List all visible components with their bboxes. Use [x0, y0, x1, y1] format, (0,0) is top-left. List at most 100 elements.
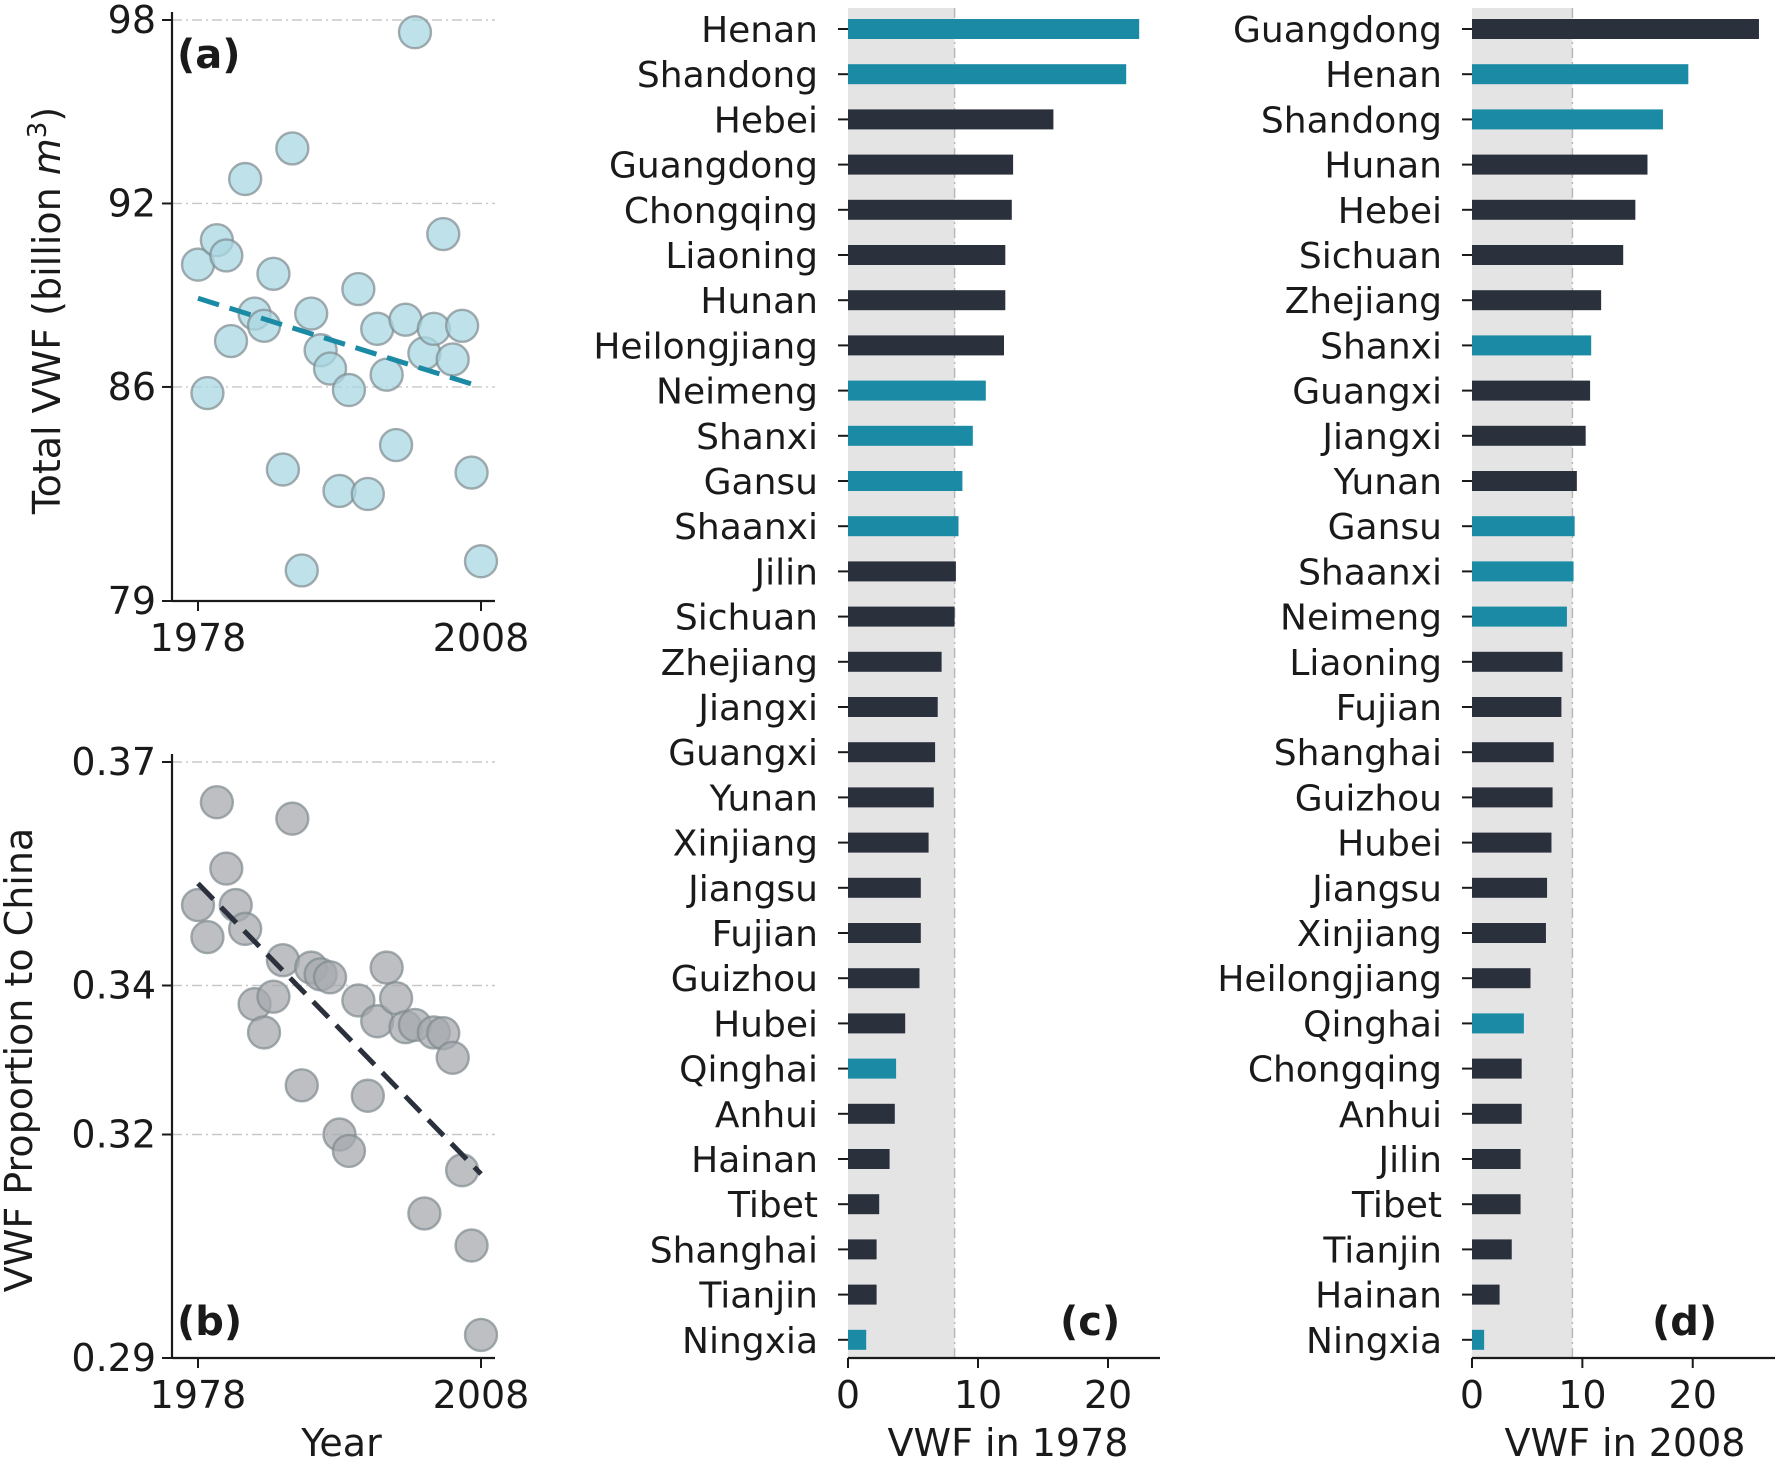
bar [848, 1013, 906, 1034]
bar [1472, 109, 1663, 130]
data-point [190, 919, 225, 955]
data-point [444, 1153, 480, 1188]
bar [848, 1103, 895, 1124]
category-label: Hubei [713, 1004, 818, 1045]
category-label: Tianjin [1322, 1230, 1442, 1271]
bar [1472, 968, 1531, 989]
bar [1472, 1013, 1524, 1034]
bar [848, 380, 986, 401]
x-axis-title: VWF in 2008 [1505, 1421, 1746, 1465]
data-point [331, 372, 367, 408]
panel-label: (a) [177, 32, 241, 78]
bar [848, 19, 1140, 39]
category-label: Jiangsu [686, 869, 818, 910]
bar [848, 877, 921, 898]
data-point [275, 131, 310, 166]
category-label: Qinghai [679, 1050, 818, 1091]
bar [848, 1194, 880, 1215]
category-label: Ningxia [1306, 1321, 1442, 1362]
category-label: Hunan [700, 281, 818, 322]
x-axis-title: Year [300, 1421, 382, 1465]
category-label: Tibet [727, 1185, 818, 1226]
data-point [275, 801, 310, 836]
panel-label: (d) [1652, 1299, 1717, 1345]
data-point [284, 1068, 319, 1103]
data-point [463, 1317, 499, 1353]
category-label: Heilongjiang [593, 326, 818, 367]
category-label: Shanxi [1320, 326, 1442, 367]
bar [848, 742, 936, 763]
y-tick-label: 0.37 [71, 740, 156, 784]
y-axis-title-part: 3 [23, 122, 53, 139]
bar [1472, 64, 1689, 85]
y-axis-title: VWF Proportion to China [0, 828, 41, 1292]
category-label: Hebei [714, 100, 818, 141]
bar [1472, 1329, 1485, 1350]
data-point [341, 271, 376, 307]
bar [1472, 787, 1553, 808]
bar [1472, 923, 1546, 943]
data-point [312, 351, 348, 386]
data-point [246, 308, 282, 343]
data-point [331, 1133, 367, 1169]
bar [848, 154, 1014, 175]
bar [1472, 380, 1591, 401]
category-label: Xinjiang [673, 824, 818, 865]
y-tick-label: 0.32 [71, 1113, 156, 1157]
data-point [190, 375, 225, 411]
bar [848, 923, 921, 943]
bar [1472, 1058, 1522, 1079]
category-label: Shaanxi [674, 507, 818, 548]
data-point [246, 1015, 282, 1050]
category-label: Xinjiang [1297, 914, 1442, 955]
category-label: Hubei [1337, 824, 1442, 865]
category-label: Tianjin [698, 1276, 818, 1317]
category-label: Chongqing [624, 191, 818, 232]
x-tick-label: 2008 [433, 616, 530, 660]
bar [1472, 1284, 1500, 1305]
data-point [388, 302, 423, 337]
bar [848, 335, 1004, 356]
bar [1472, 877, 1548, 898]
panel-label: (b) [177, 1299, 242, 1345]
bar [1472, 697, 1562, 717]
bar [1472, 335, 1592, 356]
data-point [454, 1228, 489, 1263]
data-point [312, 960, 348, 995]
bar [848, 697, 938, 717]
data-point [227, 161, 263, 197]
bar [1472, 832, 1552, 853]
panel-b-scatter: 0.29 0.32 0.34 0.37 1978 2008 (b) VWF Proportio… [0, 740, 529, 1465]
bar [848, 651, 942, 672]
category-label: Neimeng [656, 372, 818, 413]
category-label: Shanghai [650, 1230, 818, 1271]
category-label: Henan [1325, 55, 1442, 96]
average-band [1472, 8, 1573, 1358]
category-label: Guangxi [1292, 372, 1442, 413]
panel-a-scatter: 79 86 92 98 1978 2008 (a) Total VWF (billion m3… [23, 0, 529, 660]
category-label: Jiangxi [696, 688, 818, 729]
x-tick-label: 0 [1460, 1373, 1484, 1417]
category-label: Henan [701, 10, 818, 51]
category-label: Anhui [1339, 1095, 1442, 1136]
category-label: Guizhou [1295, 778, 1442, 819]
y-tick-label: 0.34 [71, 964, 156, 1008]
bar [1472, 245, 1624, 265]
panel-label: (c) [1060, 1299, 1120, 1345]
category-label: Jilin [1377, 1140, 1442, 1181]
category-label: Gansu [704, 462, 818, 503]
category-label: Yunan [1333, 462, 1442, 503]
bar [848, 109, 1054, 130]
bar [848, 64, 1127, 85]
category-label: Zhejiang [661, 643, 818, 684]
trend-line [197, 295, 482, 390]
bar [1472, 290, 1602, 311]
data-point [294, 296, 329, 331]
category-label: Gansu [1328, 507, 1442, 548]
category-label: Yunan [709, 778, 818, 819]
category-label: Liaoning [1289, 643, 1442, 684]
bar [848, 290, 1006, 311]
category-label: Fujian [1336, 688, 1442, 729]
category-label: Shanghai [1274, 733, 1442, 774]
